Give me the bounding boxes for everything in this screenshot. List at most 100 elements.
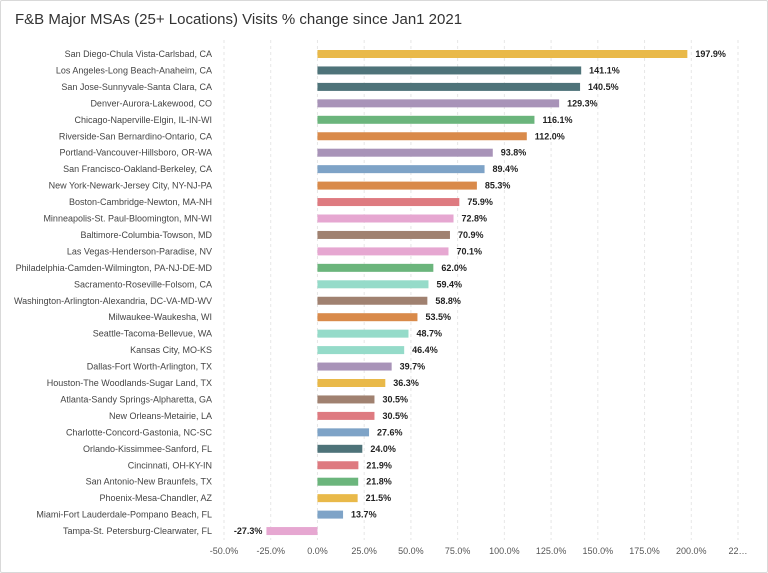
bar — [317, 50, 688, 58]
value-label: 59.4% — [436, 279, 462, 289]
bar — [317, 198, 460, 207]
value-label: 141.1% — [589, 65, 620, 75]
value-label: 30.5% — [382, 394, 408, 404]
x-tick-label: -50.0% — [210, 546, 239, 556]
value-label: 116.1% — [542, 115, 572, 125]
bar — [317, 510, 344, 519]
bar — [317, 346, 405, 355]
category-label: New York-Newark-Jersey City, NY-NJ-PA — [49, 181, 212, 191]
value-label: 140.5% — [588, 82, 619, 92]
value-label: 27.6% — [377, 427, 403, 437]
category-label: Houston-The Woodlands-Sugar Land, TX — [47, 378, 212, 388]
bar — [317, 329, 409, 338]
category-label: San Jose-Sunnyvale-Santa Clara, CA — [61, 82, 212, 92]
value-label: 89.4% — [493, 164, 519, 174]
x-tick-label: 25.0% — [351, 546, 377, 556]
bar-layer — [266, 50, 688, 536]
category-label: Minneapolis-St. Paul-Bloomington, MN-WI — [43, 214, 212, 224]
bar — [317, 395, 375, 404]
category-label: Milwaukee-Waukesha, WI — [108, 312, 212, 322]
value-label: 129.3% — [567, 98, 598, 108]
bar — [317, 477, 359, 486]
value-label: 112.0% — [535, 131, 565, 141]
value-label: 21.8% — [366, 477, 392, 487]
value-label: 58.8% — [435, 296, 461, 306]
bar — [266, 527, 318, 536]
category-label: Miami-Fort Lauderdale-Pompano Beach, FL — [36, 510, 212, 520]
value-label: -27.3% — [234, 526, 263, 536]
bar — [317, 461, 359, 470]
x-tick-label: 50.0% — [398, 546, 424, 556]
x-tick-label: 200.0% — [676, 546, 707, 556]
value-label: 24.0% — [370, 444, 396, 454]
bar — [317, 362, 392, 371]
bar — [317, 99, 560, 108]
category-label: Boston-Cambridge-Newton, MA-NH — [69, 197, 212, 207]
category-label: New Orleans-Metairie, LA — [109, 411, 212, 421]
x-tick-label: 150.0% — [583, 546, 614, 556]
value-label: 30.5% — [382, 411, 408, 421]
value-label: 197.9% — [695, 49, 726, 59]
chart-title: F&B Major MSAs (25+ Locations) Visits % … — [15, 11, 463, 28]
value-label: 93.8% — [501, 148, 527, 158]
category-label: Portland-Vancouver-Hillsboro, OR-WA — [59, 148, 212, 158]
value-label: 39.7% — [400, 362, 426, 372]
x-tick-label: 22… — [728, 546, 747, 556]
category-label: Baltimore-Columbia-Towson, MD — [80, 230, 212, 240]
value-label: 72.8% — [462, 214, 488, 224]
value-label: 70.9% — [458, 230, 484, 240]
bar — [317, 230, 450, 239]
bar — [317, 148, 493, 157]
x-tick-label: 175.0% — [629, 546, 660, 556]
value-label: 85.3% — [485, 181, 511, 191]
bar — [317, 214, 454, 223]
category-label: San Diego-Chula Vista-Carlsbad, CA — [65, 49, 212, 59]
category-label: Los Angeles-Long Beach-Anaheim, CA — [56, 65, 212, 75]
value-label: 46.4% — [412, 345, 438, 355]
category-label: Dallas-Fort Worth-Arlington, TX — [87, 362, 212, 372]
x-tick-label: -25.0% — [256, 546, 285, 556]
value-label: 13.7% — [351, 510, 377, 520]
bar — [317, 428, 370, 437]
category-label: Orlando-Kissimmee-Sanford, FL — [83, 444, 212, 454]
bar — [317, 494, 358, 503]
category-label: Philadelphia-Camden-Wilmington, PA-NJ-DE… — [16, 263, 213, 273]
value-label: 62.0% — [441, 263, 467, 273]
category-label: San Antonio-New Braunfels, TX — [86, 477, 212, 487]
category-label: Washington-Arlington-Alexandria, DC-VA-M… — [14, 296, 212, 306]
category-label: Charlotte-Concord-Gastonia, NC-SC — [66, 427, 213, 437]
bar — [317, 411, 375, 420]
bar — [317, 247, 449, 256]
category-label: Riverside-San Bernardino-Ontario, CA — [59, 131, 212, 141]
bar — [317, 263, 434, 272]
category-label: Cincinnati, OH-KY-IN — [128, 460, 212, 470]
x-tick-label: 100.0% — [489, 546, 520, 556]
category-label: Atlanta-Sandy Springs-Alpharetta, GA — [60, 394, 212, 404]
category-label: San Francisco-Oakland-Berkeley, CA — [63, 164, 212, 174]
category-label: Denver-Aurora-Lakewood, CO — [90, 98, 212, 108]
bar — [317, 444, 363, 453]
value-label: 53.5% — [425, 312, 451, 322]
bar — [317, 313, 418, 322]
bar — [317, 115, 535, 124]
grid-layer — [223, 40, 739, 540]
x-tick-label: 75.0% — [445, 546, 471, 556]
category-label: Phoenix-Mesa-Chandler, AZ — [99, 493, 212, 503]
category-label: Las Vegas-Henderson-Paradise, NV — [67, 246, 212, 256]
value-label: 36.3% — [393, 378, 419, 388]
bar — [317, 280, 429, 289]
bar — [317, 181, 477, 190]
bar — [317, 379, 386, 387]
bar — [317, 66, 582, 75]
category-label: Tampa-St. Petersburg-Clearwater, FL — [63, 526, 212, 536]
label-layer: San Diego-Chula Vista-Carlsbad, CA 197.9%… — [14, 49, 726, 536]
value-label: 21.5% — [366, 493, 392, 503]
category-label: Kansas City, MO-KS — [130, 345, 212, 355]
x-tick-label: 125.0% — [536, 546, 567, 556]
x-axis-ticks: -50.0% -25.0% 0.0% 25.0% 50.0% 75.0% 100.0% 125… — [210, 546, 748, 556]
bar — [317, 82, 581, 91]
value-label: 75.9% — [467, 197, 493, 207]
category-label: Sacramento-Roseville-Folsom, CA — [74, 279, 212, 289]
bar — [317, 165, 485, 174]
